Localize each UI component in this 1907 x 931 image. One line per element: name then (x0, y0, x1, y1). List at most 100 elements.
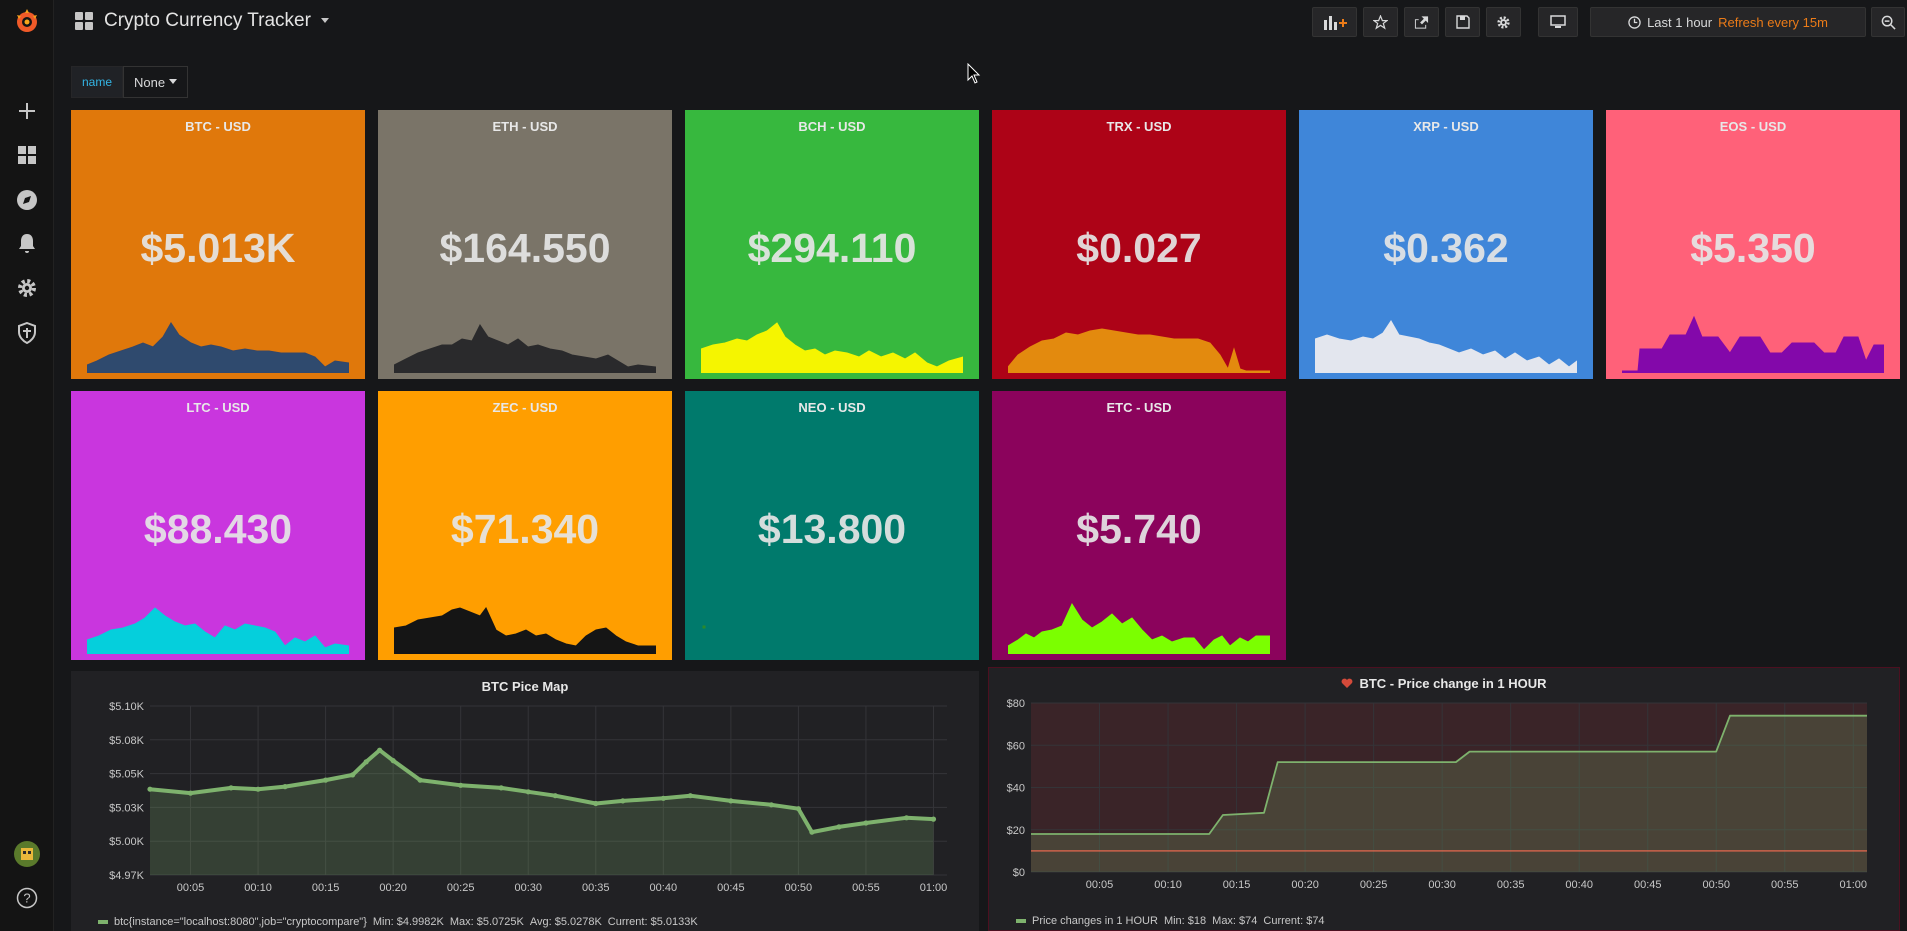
sparkline (1315, 320, 1577, 373)
caret-down-icon (320, 18, 329, 23)
dashboards-icon[interactable] (0, 135, 54, 175)
y-tick-label: $5.10K (109, 701, 145, 713)
x-tick-label: 00:15 (312, 882, 340, 894)
x-tick-label: 00:15 (1223, 879, 1251, 891)
stat-panel-etc[interactable]: ETC - USD $5.740 (992, 391, 1286, 660)
stat-value: $294.110 (747, 225, 917, 271)
y-tick-label: $60 (1007, 740, 1025, 752)
x-tick-label: 00:10 (244, 882, 272, 894)
refresh-interval-label: Refresh every 15m (1718, 14, 1828, 30)
cycle-view-mode-button[interactable] (1538, 7, 1578, 37)
stat-value: $71.340 (450, 506, 600, 552)
stat-panel-eos[interactable]: EOS - USD $5.350 (1606, 110, 1900, 379)
series-line (1031, 714, 1867, 835)
stat-panel-zec[interactable]: ZEC - USD $71.340 (378, 391, 672, 660)
save-icon (1455, 15, 1470, 29)
data-point (147, 786, 153, 792)
x-tick-label: 00:20 (379, 882, 407, 894)
x-tick-label: 00:30 (1428, 879, 1456, 891)
stat-panel-bch[interactable]: BCH - USD $294.110 (685, 110, 979, 379)
stat-panel-ltc[interactable]: LTC - USD $88.430 (71, 391, 365, 660)
x-tick-label: 00:45 (1634, 879, 1662, 891)
server-admin-shield-icon[interactable] (0, 313, 54, 353)
data-point (187, 790, 194, 796)
graph-panel-btc-price-change[interactable]: BTC - Price change in 1 HOUR $80 $60 $40 $2… (988, 667, 1900, 931)
x-tick-label: 00:50 (785, 882, 813, 894)
y-tick-label: $5.08K (109, 735, 145, 747)
create-plus-icon[interactable] (0, 91, 54, 131)
x-tick-label: 00:45 (717, 882, 745, 894)
series-swatch (98, 920, 108, 924)
stat-value: $0.027 (1076, 225, 1202, 271)
panel-title: BTC - USD (185, 119, 251, 134)
y-tick-label: $5.00K (109, 836, 145, 848)
data-point (660, 795, 666, 801)
variable-label: name (71, 66, 124, 98)
x-tick-label: 00:10 (1154, 879, 1182, 891)
panel-title: BTC Pice Map (481, 679, 569, 694)
star-dashboard-button[interactable] (1363, 7, 1398, 37)
time-picker-button[interactable]: Last 1 hour Refresh every 15m (1590, 7, 1866, 37)
x-tick-label: 01:00 (1840, 879, 1868, 891)
data-point (323, 777, 329, 783)
graph-legend: Price changes in 1 HOUR Min: $18 Max: $7… (1016, 915, 1325, 927)
legend-series-name[interactable]: btc{instance="localhost:8080",job="crypt… (114, 916, 367, 928)
graph-panel-btc-price-map[interactable]: BTC Pice Map $5.10K $5.08K $5.05K $5.03K $5.… (71, 671, 979, 931)
stat-panel-neo[interactable]: NEO - USD $13.800 (685, 391, 979, 660)
panel-title: XRP - USD (1413, 119, 1479, 134)
dashboard-title: Crypto Currency Tracker (104, 10, 311, 31)
add-panel-button[interactable] (1312, 7, 1357, 37)
data-point (930, 816, 937, 822)
dashboard-title-picker[interactable]: Crypto Currency Tracker (74, 10, 329, 32)
stat-panel-btc[interactable]: BTC - USD $5.013K (71, 110, 365, 379)
variable-value-dropdown[interactable]: None (123, 66, 189, 98)
dashboard-settings-button[interactable] (1486, 7, 1521, 37)
share-icon (1414, 16, 1429, 29)
sparkline (87, 322, 349, 373)
stat-panel-trx[interactable]: TRX - USD $0.027 (992, 110, 1286, 379)
panel-title: LTC - USD (186, 400, 250, 415)
graph-legend: btc{instance="localhost:8080",job="crypt… (98, 916, 698, 928)
x-tick-label: 00:55 (852, 882, 880, 894)
share-dashboard-button[interactable] (1404, 7, 1439, 37)
series-swatch (1016, 919, 1026, 923)
sparkline (394, 324, 656, 373)
mouse-cursor-icon (967, 63, 981, 84)
alerting-bell-icon[interactable] (0, 224, 54, 264)
data-point (363, 759, 369, 765)
configuration-gear-icon[interactable] (0, 268, 54, 308)
svg-text:?: ? (23, 891, 30, 906)
legend-current: Current: $74 (1263, 915, 1325, 927)
stat-panel-xrp[interactable]: XRP - USD $0.362 (1299, 110, 1593, 379)
zoom-out-button[interactable] (1871, 7, 1905, 37)
zoom-out-icon (1881, 15, 1896, 30)
variable-value: None (134, 74, 166, 90)
template-variable-name: name None (71, 66, 189, 98)
sparkline (87, 607, 349, 654)
panel-title: ETH - USD (492, 119, 558, 134)
data-point (377, 747, 383, 753)
grafana-logo-icon[interactable] (0, 2, 54, 42)
x-tick-label: 00:05 (177, 882, 205, 894)
explore-compass-icon[interactable] (0, 180, 54, 220)
data-point (687, 793, 693, 799)
panel-title: TRX - USD (1106, 119, 1172, 134)
data-point (795, 806, 802, 812)
panel-title: BTC - Price change in 1 HOUR (1359, 676, 1547, 691)
stat-value: $164.550 (439, 225, 611, 271)
dashboard-grid-icon (75, 12, 93, 30)
user-avatar[interactable] (0, 834, 54, 874)
stat-panel-eth[interactable]: ETH - USD $164.550 (378, 110, 672, 379)
data-point (255, 786, 261, 792)
legend-series-name[interactable]: Price changes in 1 HOUR (1032, 915, 1158, 927)
sparkline (701, 322, 963, 373)
data-point (228, 785, 234, 791)
stat-value: $0.362 (1383, 225, 1509, 271)
save-dashboard-button[interactable] (1445, 7, 1480, 37)
caret-down-icon (169, 79, 178, 84)
stat-value: $13.800 (757, 506, 907, 552)
settings-gear-icon (1497, 15, 1510, 29)
help-icon[interactable]: ? (0, 878, 54, 918)
legend-min: Min: $18 (1163, 915, 1207, 927)
legend-max: Max: $5.0725K (449, 916, 524, 928)
